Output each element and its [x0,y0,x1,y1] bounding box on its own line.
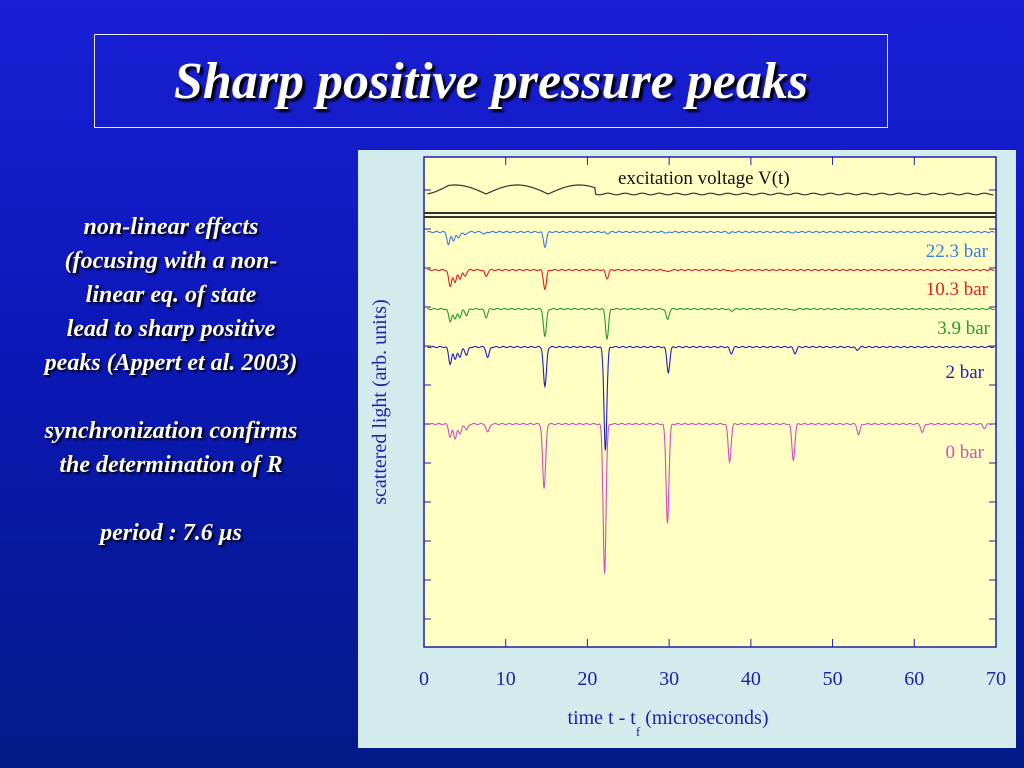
x-tick-label: 60 [904,668,924,690]
text-line: the determination of R [59,452,283,478]
text-paragraph-synchronization: synchronization confirms the determinati… [12,414,330,482]
series-label: 0 bar [945,442,984,463]
slide-title: Sharp positive pressure peaks [173,52,809,110]
plot-area [423,156,997,648]
y-axis-label: scattered light (arb. units) [369,299,391,505]
x-axis-label: time t - tf (microseconds) [568,707,769,739]
series-trace [427,230,995,249]
text-line: peaks (Appert et al. 2003) [44,350,298,376]
x-tick-label: 50 [823,668,843,690]
series-trace [427,345,995,451]
text-line: (focusing with a non- [64,248,278,274]
x-tick-label: 0 [419,668,429,690]
text-paragraph-nonlinear: non-linear effects (focusing with a non-… [12,210,330,380]
x-tick-label: 40 [741,668,761,690]
series-trace [427,422,995,574]
series-label: 22.3 bar [926,241,989,262]
series-label: 3.9 bar [937,318,990,339]
x-tick-label: 30 [659,668,679,690]
text-line: linear eq. of state [85,282,257,308]
series-label: 10.3 bar [926,279,989,300]
x-tick-label: 20 [577,668,597,690]
series-label: 2 bar [945,362,984,383]
period-text: period : 7.6 µs [100,520,242,546]
x-tick-label: 70 [986,668,1006,690]
text-line: lead to sharp positive [66,316,276,342]
title-box: Sharp positive pressure peaks [94,34,888,128]
chart-svg: 0 10 20 30 40 50 60 70 time t - tf (microseconds… [358,150,1016,748]
series-trace [427,307,995,341]
x-tick-label: 10 [496,668,516,690]
text-paragraph-period: period : 7.6 µs [12,516,330,550]
text-line: synchronization confirms [44,418,298,444]
excitation-trace [427,184,994,196]
slide-text: non-linear effects (focusing with a non-… [12,210,330,584]
text-line: non-linear effects [83,214,259,240]
chart-figure: 0 10 20 30 40 50 60 70 time t - tf (microseconds… [358,150,1016,748]
series-trace [427,268,995,291]
excitation-label: excitation voltage V(t) [618,168,790,189]
